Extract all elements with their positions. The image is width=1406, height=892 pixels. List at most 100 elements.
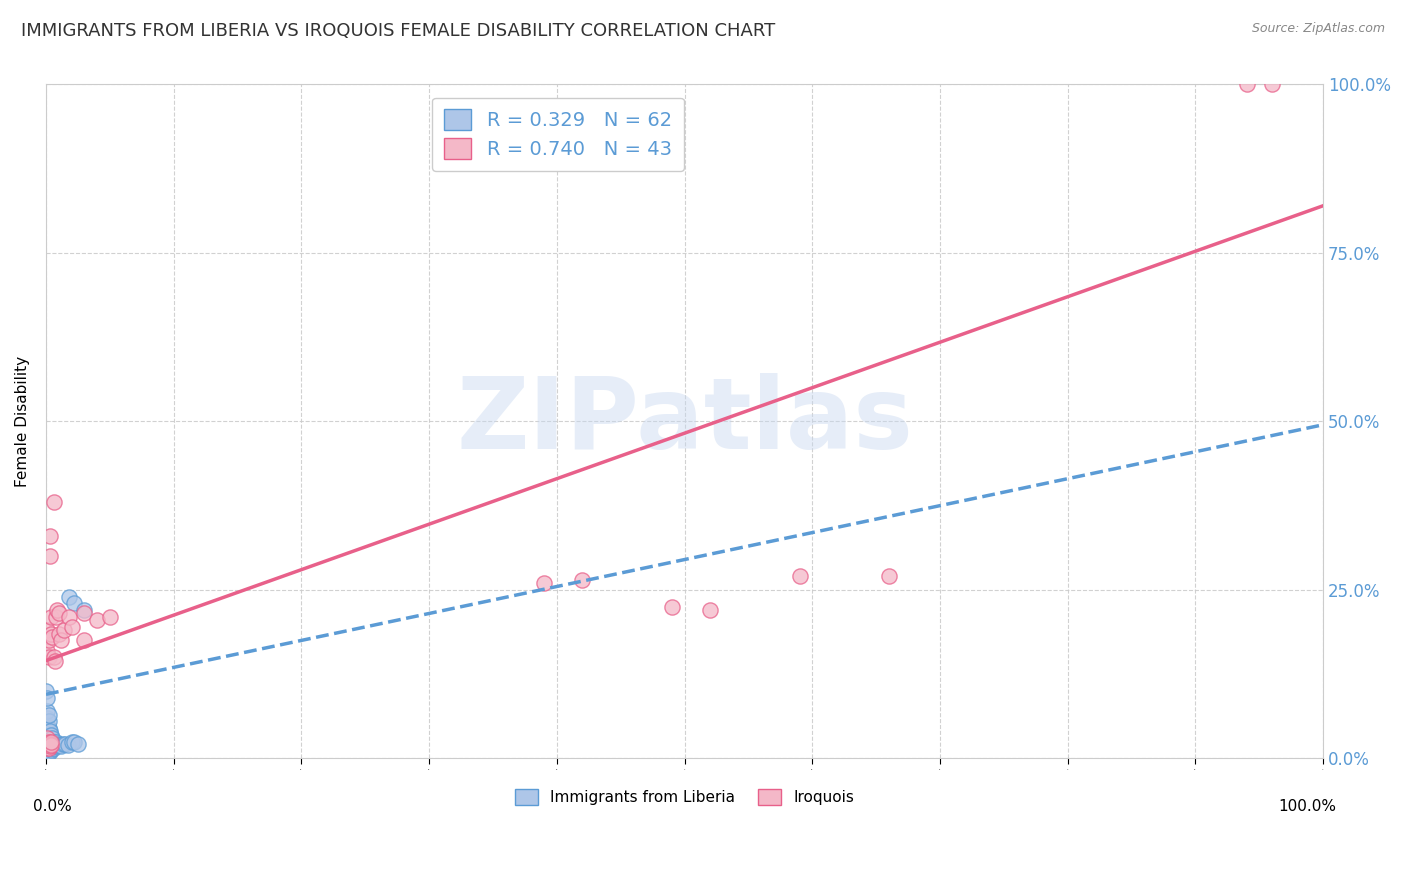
Point: [38, 728, 60, 742]
Point: [42, 738, 65, 752]
Point: [37, 624, 59, 638]
Point: [38, 731, 60, 746]
Point: [38, 745, 60, 759]
Y-axis label: Female Disability: Female Disability: [15, 356, 30, 487]
Point: [38, 745, 60, 759]
Point: [37, 711, 59, 725]
Point: [63, 596, 86, 610]
Point: [661, 599, 683, 614]
Point: [41, 741, 63, 756]
Point: [52, 737, 75, 751]
Point: [37, 643, 59, 657]
Point: [37, 724, 59, 739]
Point: [58, 590, 80, 604]
Point: [38, 737, 60, 751]
Point: [39, 732, 62, 747]
Point: [73, 633, 96, 648]
Point: [49, 738, 72, 752]
Point: [35, 747, 58, 762]
Point: [48, 737, 70, 751]
Point: [73, 607, 96, 621]
Point: [37, 737, 59, 751]
Point: [38, 728, 60, 742]
Point: [37, 739, 59, 754]
Point: [39, 737, 62, 751]
Point: [37, 731, 59, 746]
Point: [42, 741, 65, 756]
Point: [39, 610, 62, 624]
Point: [35, 684, 58, 698]
Point: [38, 707, 60, 722]
Point: [37, 734, 59, 748]
Point: [42, 734, 65, 748]
Text: IMMIGRANTS FROM LIBERIA VS IROQUOIS FEMALE DISABILITY CORRELATION CHART: IMMIGRANTS FROM LIBERIA VS IROQUOIS FEMA…: [21, 22, 775, 40]
Point: [45, 610, 67, 624]
Point: [38, 734, 60, 748]
Point: [37, 704, 59, 718]
Point: [45, 739, 67, 754]
Point: [789, 569, 811, 583]
Point: [38, 739, 60, 754]
Point: [37, 741, 59, 756]
Point: [42, 650, 65, 665]
Point: [60, 620, 83, 634]
Point: [63, 734, 86, 748]
Point: [39, 734, 62, 748]
Point: [39, 739, 62, 754]
Point: [39, 743, 62, 757]
Point: [571, 573, 593, 587]
Point: [51, 633, 73, 648]
Point: [41, 738, 63, 752]
Point: [1261, 78, 1284, 92]
Point: [38, 724, 60, 739]
Point: [533, 576, 555, 591]
Point: [38, 738, 60, 752]
Point: [58, 610, 80, 624]
Point: [38, 737, 60, 751]
Point: [38, 650, 60, 665]
Point: [39, 728, 62, 742]
Point: [46, 738, 69, 752]
Point: [37, 741, 59, 756]
Point: [37, 690, 59, 705]
Point: [39, 626, 62, 640]
Point: [48, 626, 70, 640]
Point: [53, 737, 76, 751]
Point: [38, 529, 60, 543]
Point: [38, 741, 60, 756]
Point: [38, 741, 60, 756]
Point: [38, 739, 60, 754]
Point: [38, 737, 60, 751]
Text: 100.0%: 100.0%: [1278, 798, 1336, 814]
Text: 0.0%: 0.0%: [34, 798, 72, 814]
Point: [60, 734, 83, 748]
Point: [46, 603, 69, 617]
Text: ZIPatlas: ZIPatlas: [456, 373, 912, 470]
Point: [41, 731, 63, 746]
Point: [39, 738, 62, 752]
Point: [38, 721, 60, 735]
Point: [86, 613, 108, 627]
Point: [38, 714, 60, 729]
Point: [38, 739, 60, 754]
Point: [37, 738, 59, 752]
Point: [1236, 78, 1258, 92]
Point: [45, 734, 67, 748]
Legend: Immigrants from Liberia, Iroquois: Immigrants from Liberia, Iroquois: [509, 783, 860, 812]
Point: [73, 603, 96, 617]
Point: [37, 728, 59, 742]
Text: Source: ZipAtlas.com: Source: ZipAtlas.com: [1251, 22, 1385, 36]
Point: [38, 741, 60, 756]
Point: [38, 633, 60, 648]
Point: [37, 717, 59, 731]
Point: [38, 734, 60, 748]
Point: [44, 737, 66, 751]
Point: [41, 734, 63, 748]
Point: [877, 569, 900, 583]
Point: [66, 737, 89, 751]
Point: [44, 739, 66, 754]
Point: [51, 739, 73, 754]
Point: [52, 624, 75, 638]
Point: [98, 610, 121, 624]
Point: [44, 654, 66, 668]
